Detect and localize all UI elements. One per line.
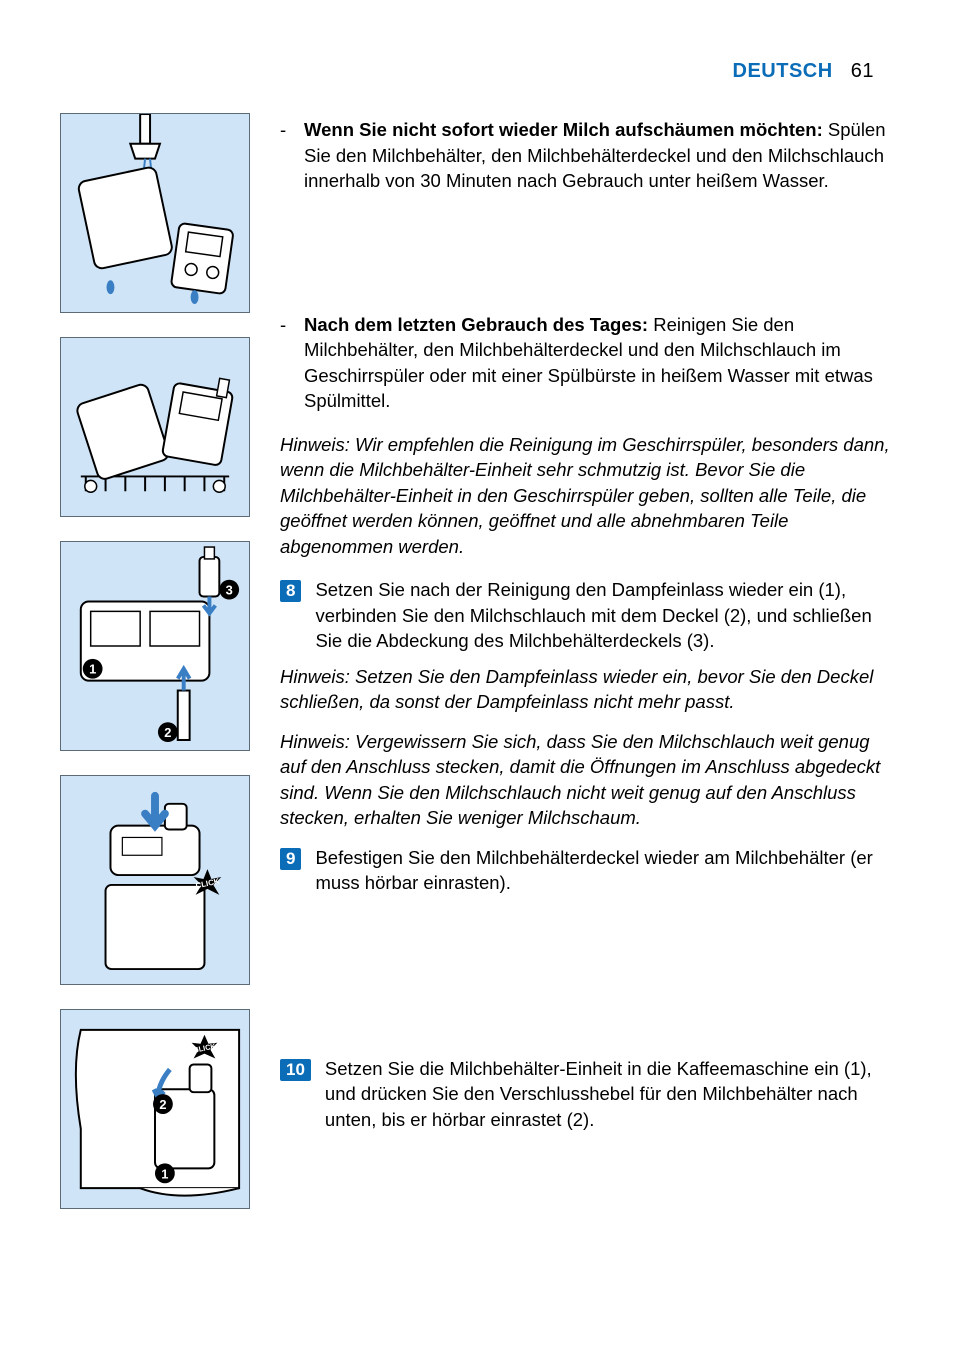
bullet-1-text: Wenn Sie nicht sofort wieder Milch aufsc… <box>304 117 894 194</box>
bullet-1: - Wenn Sie nicht sofort wieder Milch auf… <box>280 117 894 194</box>
step-10-text: Setzen Sie die Milchbehälter-Einheit in … <box>325 1056 894 1133</box>
step-10: 10 Setzen Sie die Milchbehälter-Einheit … <box>280 1056 894 1133</box>
note-1: Hinweis: Wir empfehlen die Reinigung im … <box>280 432 894 560</box>
svg-text:1: 1 <box>89 662 96 677</box>
figure-reassemble: 1 2 3 <box>60 541 250 751</box>
page-header: DEUTSCH 61 <box>60 60 894 83</box>
svg-text:3: 3 <box>226 583 233 598</box>
language-label: DEUTSCH <box>733 60 833 82</box>
bullet-1-bold: Wenn Sie nicht sofort wieder Milch aufsc… <box>304 119 823 140</box>
bullet-2-text: Nach dem letzten Gebrauch des Tages: Rei… <box>304 312 894 414</box>
figure-click-lid: CLICK <box>60 775 250 985</box>
text-column: - Wenn Sie nicht sofort wieder Milch auf… <box>280 113 894 1209</box>
figure-rinse <box>60 113 250 313</box>
svg-text:2: 2 <box>164 725 171 740</box>
content-row: 1 2 3 <box>60 113 894 1209</box>
note-2: Hinweis: Setzen Sie den Dampfeinlass wie… <box>280 664 894 715</box>
spacer <box>280 906 894 1056</box>
figure-insert-unit: CLICK 2 1 <box>60 1009 250 1209</box>
bullet-2: - Nach dem letzten Gebrauch des Tages: R… <box>280 312 894 414</box>
step-8: 8 Setzen Sie nach der Reinigung den Damp… <box>280 577 894 654</box>
step-9-num: 9 <box>280 848 301 870</box>
figure-column: 1 2 3 <box>60 113 250 1209</box>
step-9-text: Befestigen Sie den Milchbehälterdeckel w… <box>315 845 894 896</box>
step-8-num: 8 <box>280 580 301 602</box>
svg-text:1: 1 <box>161 1166 168 1181</box>
manual-page: DEUTSCH 61 <box>0 0 954 1354</box>
note-3: Hinweis: Vergewissern Sie sich, dass Sie… <box>280 729 894 831</box>
page-number: 61 <box>851 60 874 82</box>
bullet-2-bold: Nach dem letzten Gebrauch des Tages: <box>304 314 648 335</box>
step-8-text: Setzen Sie nach der Reinigung den Dampfe… <box>315 577 894 654</box>
spacer <box>280 212 894 312</box>
step-10-num: 10 <box>280 1059 311 1081</box>
dash-icon: - <box>280 312 290 414</box>
svg-text:2: 2 <box>159 1097 166 1112</box>
step-9: 9 Befestigen Sie den Milchbehälterdeckel… <box>280 845 894 896</box>
dash-icon: - <box>280 117 290 194</box>
figure-dishwasher <box>60 337 250 517</box>
